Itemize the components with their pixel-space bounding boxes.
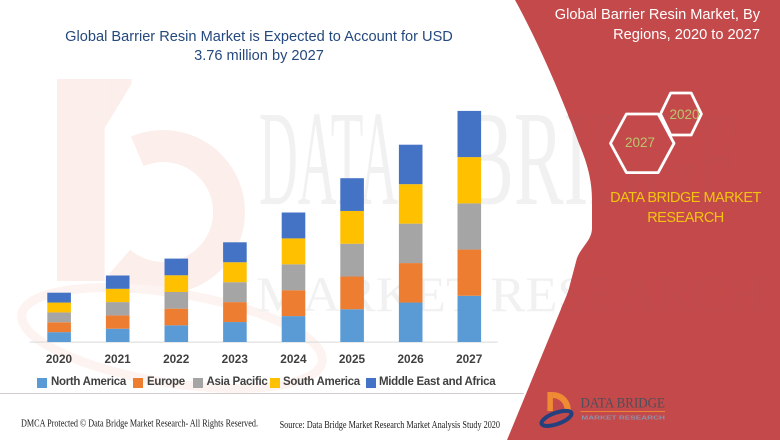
svg-text:DMCA Protected © Data Bridge M: DMCA Protected © Data Bridge Market Rese…	[21, 419, 258, 430]
svg-text:Source: Data Bridge Market Res: Source: Data Bridge Market Research Mark…	[280, 420, 500, 431]
svg-text:MARKET RESEARCH: MARKET RESEARCH	[581, 416, 665, 422]
svg-text:2020: 2020	[669, 107, 699, 122]
svg-text:2027: 2027	[625, 135, 655, 150]
svg-text:DATA: DATA	[259, 84, 398, 234]
svg-text:DATA BRIDGE: DATA BRIDGE	[581, 395, 666, 411]
